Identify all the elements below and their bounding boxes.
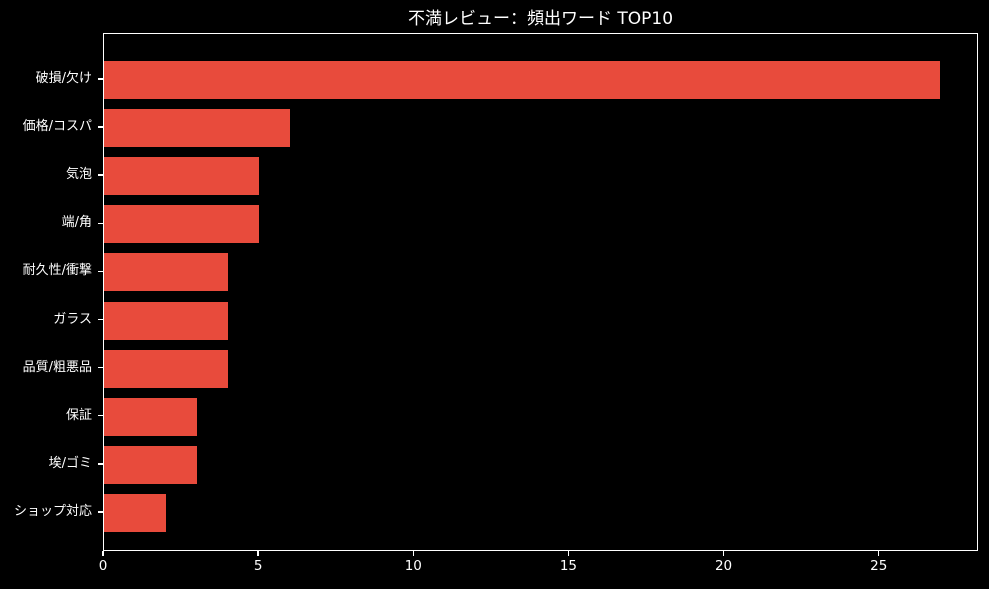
x-tick-label: 5 [253, 558, 263, 574]
y-tick-label: 埃/ゴミ [48, 455, 92, 471]
y-tick-label: ガラス [53, 311, 92, 327]
y-tick-mark [98, 78, 103, 80]
x-tick-mark [412, 551, 415, 556]
y-tick-label: 耐久性/衝撃 [22, 263, 92, 279]
y-tick-mark [98, 463, 103, 465]
bar-6 [104, 349, 228, 388]
x-tick-mark [102, 551, 104, 556]
y-tick-label: ショップ対応 [13, 503, 92, 519]
y-tick-label: 価格/コスパ [22, 119, 92, 135]
bar-5 [104, 301, 228, 340]
bar-2 [104, 157, 259, 196]
x-tick-label: 20 [714, 558, 733, 574]
y-tick-mark [98, 270, 103, 273]
bar-1 [104, 109, 290, 148]
y-tick-mark [98, 511, 103, 513]
x-tick-mark [877, 551, 880, 556]
y-tick-label: 気泡 [65, 167, 92, 183]
x-tick-mark [567, 551, 570, 556]
x-tick-label: 15 [559, 558, 578, 574]
y-tick-label: 保証 [65, 407, 92, 423]
y-tick-mark [98, 318, 103, 321]
x-tick-mark [722, 551, 725, 556]
y-tick-label: 破損/欠け [35, 71, 92, 86]
plot-area [103, 33, 978, 551]
bar-8 [104, 445, 197, 484]
x-tick-label: 10 [404, 558, 422, 574]
x-tick-label: 25 [870, 558, 888, 574]
bar-3 [104, 205, 259, 244]
chart-title: 不満レビュー：頻出ワード TOP10 [407, 9, 674, 29]
y-tick-label: 端/角 [61, 215, 92, 231]
bar-7 [104, 397, 197, 436]
x-tick-mark [257, 551, 259, 556]
bar-0 [104, 61, 940, 99]
y-tick-mark [98, 174, 103, 176]
y-tick-mark [98, 126, 103, 128]
y-tick-mark [98, 366, 103, 369]
y-tick-mark [98, 414, 103, 417]
y-tick-label: 品質/粗悪品 [22, 359, 92, 375]
bar-9 [104, 493, 166, 532]
y-tick-mark [98, 222, 103, 225]
x-tick-label: 0 [98, 558, 108, 574]
bar-4 [104, 253, 228, 292]
